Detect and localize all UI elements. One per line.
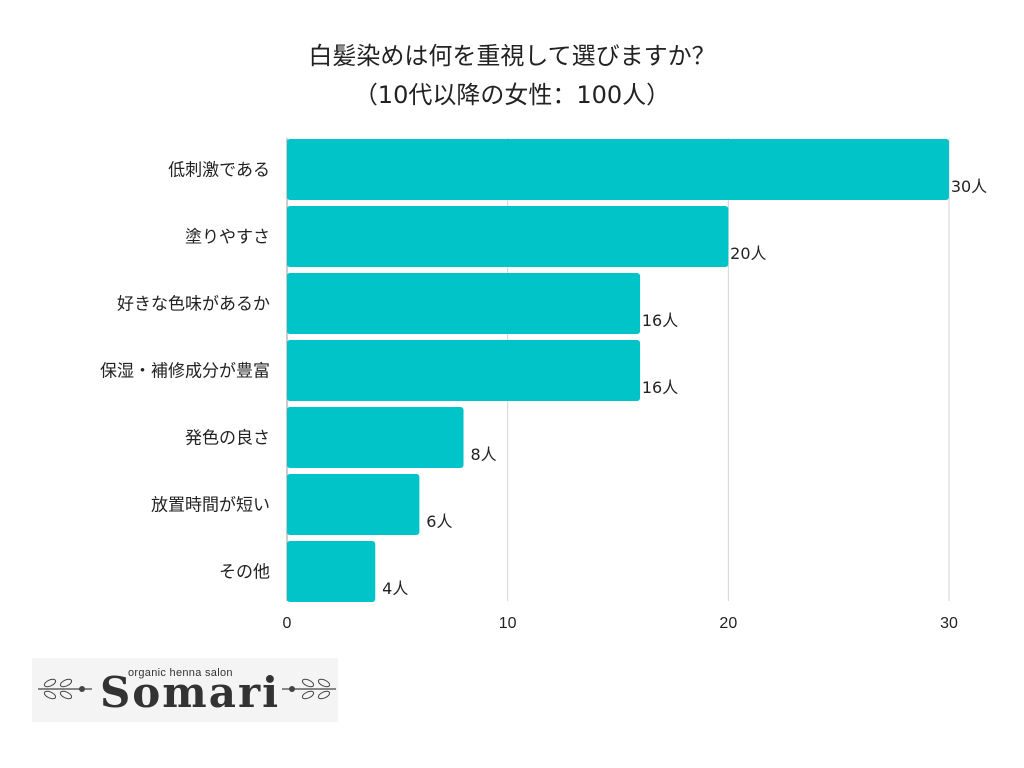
chart-subtitle: （10代以降の女性：100人） — [353, 81, 671, 109]
category-label: 保湿・補修成分が豊富 — [100, 362, 270, 382]
data-label: 4人 — [382, 579, 408, 598]
data-label: 30人 — [951, 177, 987, 196]
category-label: その他 — [219, 563, 270, 583]
somari-logo: organic henna salon Somari — [32, 658, 338, 722]
bar — [287, 407, 464, 468]
data-label: 8人 — [470, 445, 496, 464]
bar — [287, 273, 641, 334]
bar — [287, 474, 420, 535]
data-label: 20人 — [730, 244, 766, 263]
x-tick-label: 0 — [283, 615, 292, 632]
logo-name: Somari — [99, 668, 281, 717]
bar — [287, 206, 729, 267]
category-label: 塗りやすさ — [185, 227, 270, 248]
category-label: 低刺激である — [168, 161, 270, 181]
data-label: 16人 — [642, 378, 678, 397]
chart-title: 白髪染めは何を重視して選びますか？ — [308, 42, 716, 70]
bar — [287, 340, 641, 401]
category-label: 発色の良さ — [185, 429, 270, 449]
x-tick-label: 20 — [719, 615, 737, 632]
right-leaf-ornament-icon — [282, 678, 336, 700]
data-label: 6人 — [426, 512, 452, 531]
x-tick-label: 10 — [499, 615, 517, 632]
category-label: 放置時間が短い — [151, 496, 270, 516]
bar — [287, 139, 949, 200]
bar — [287, 541, 376, 602]
x-tick-label: 30 — [940, 615, 958, 632]
logo-tagline: organic henna salon — [128, 667, 233, 679]
data-label: 16人 — [642, 311, 678, 330]
category-label: 好きな色味があるか — [117, 295, 270, 315]
left-leaf-ornament-icon — [38, 678, 92, 700]
